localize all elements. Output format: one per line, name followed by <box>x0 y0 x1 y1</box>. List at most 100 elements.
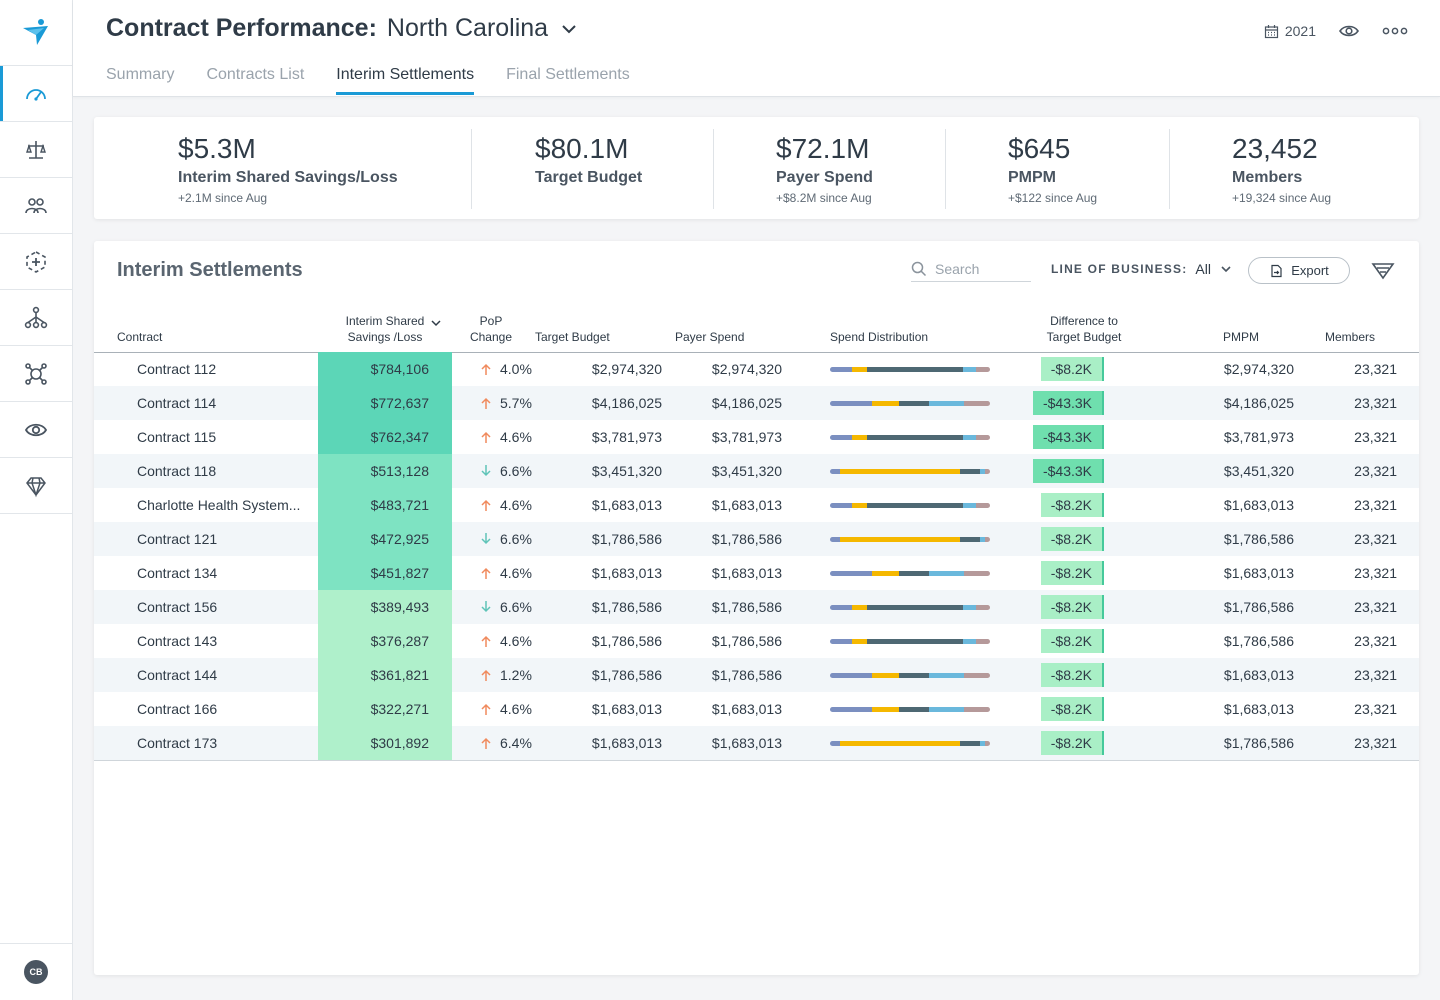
avatar[interactable]: CB <box>24 960 48 984</box>
payer-spend-cell: $3,451,320 <box>711 463 782 479</box>
contract-name[interactable]: Contract 112 <box>137 361 217 377</box>
contract-name[interactable]: Contract 114 <box>137 395 217 411</box>
more-options-icon[interactable] <box>1382 20 1408 42</box>
distribution-bar <box>830 434 990 440</box>
nav-network[interactable] <box>0 290 72 346</box>
tab-interim-settlements[interactable]: Interim Settlements <box>336 66 475 95</box>
nav-members[interactable] <box>0 178 72 234</box>
export-button[interactable]: Export <box>1248 257 1350 284</box>
user-area: CB <box>0 943 72 1000</box>
nav-quality[interactable] <box>0 458 72 514</box>
tab-summary[interactable]: Summary <box>106 66 175 83</box>
spend-distribution-bar[interactable] <box>830 386 990 420</box>
line-of-business-filter[interactable]: LINE OF BUSINESS: All <box>1051 261 1233 277</box>
col-pop-change[interactable]: PoP Change <box>469 314 513 344</box>
contract-name[interactable]: Contract 166 <box>137 701 218 717</box>
kpi-label: PMPM <box>1008 169 1056 186</box>
spend-segment <box>830 434 853 440</box>
spend-distribution-bar[interactable] <box>830 488 990 522</box>
table-row[interactable]: Charlotte Health System... $483,721 4.6% $1… <box>94 488 1419 522</box>
col-contract[interactable]: Contract <box>117 330 163 344</box>
contract-name[interactable]: Contract 143 <box>137 633 218 649</box>
pmpm-cell: $3,451,320 <box>1223 463 1294 479</box>
spend-segment <box>898 672 930 678</box>
col-target-budget[interactable]: Target Budget <box>535 330 610 344</box>
distribution-bar <box>830 672 990 678</box>
spend-distribution-bar[interactable] <box>830 624 990 658</box>
pop-change-cell: 4.6% <box>480 556 540 590</box>
contract-name[interactable]: Contract 173 <box>137 735 218 751</box>
nav-care[interactable] <box>0 234 72 290</box>
spend-distribution-bar[interactable] <box>830 522 990 556</box>
contract-name[interactable]: Contract 134 <box>137 565 218 581</box>
table-row[interactable]: Contract 166 $322,271 4.6% $1,683,013 $1,683… <box>94 692 1419 726</box>
contract-name[interactable]: Contract 115 <box>137 429 217 445</box>
difference-cell: -$8.2K <box>1024 624 1104 658</box>
search-field[interactable]: Search <box>911 257 1031 282</box>
spend-distribution-bar[interactable] <box>830 692 990 726</box>
spend-segment <box>852 502 867 508</box>
members-cell: 23,321 <box>1354 395 1397 411</box>
contract-name[interactable]: Contract 144 <box>137 667 218 683</box>
pop-change-cell: 4.6% <box>480 420 540 454</box>
spend-distribution-bar[interactable] <box>830 352 990 386</box>
payer-spend-cell: $4,186,025 <box>711 395 782 411</box>
nav-insights[interactable] <box>0 402 72 458</box>
table-row[interactable]: Contract 134 $451,827 4.6% $1,683,013 $1,683… <box>94 556 1419 590</box>
difference-cell: -$8.2K <box>1024 522 1104 556</box>
year-picker[interactable]: 2021 <box>1264 23 1316 39</box>
tab-final-settlements[interactable]: Final Settlements <box>506 66 630 83</box>
spend-distribution-bar[interactable] <box>830 556 990 590</box>
table-row[interactable]: Contract 115 $762,347 4.6% $3,781,973 $3,781… <box>94 420 1419 454</box>
spend-distribution-bar[interactable] <box>830 726 990 760</box>
table-row[interactable]: Contract 118 $513,128 6.6% $3,451,320 $3,451… <box>94 454 1419 488</box>
spend-segment <box>975 434 990 440</box>
difference-cell: -$8.2K <box>1024 658 1104 692</box>
pop-value: 4.6% <box>500 701 532 717</box>
table-row[interactable]: Contract 173 $301,892 6.4% $1,683,013 $1,683… <box>94 726 1419 760</box>
table-row[interactable]: Contract 121 $472,925 6.6% $1,786,586 $1,786… <box>94 522 1419 556</box>
table-row[interactable]: Contract 156 $389,493 6.6% $1,786,586 $1,786… <box>94 590 1419 624</box>
nav-dashboard[interactable] <box>0 66 72 122</box>
contract-name[interactable]: Contract 121 <box>137 531 218 547</box>
col-members[interactable]: Members <box>1325 330 1376 344</box>
app-logo[interactable] <box>0 0 72 66</box>
col-interim-savings[interactable]: Interim Shared Savings /Loss <box>318 313 452 345</box>
col-pmpm[interactable]: PMPM <box>1223 330 1259 344</box>
nav-analytics[interactable] <box>0 346 72 402</box>
contract-name[interactable]: Contract 118 <box>137 463 217 479</box>
members-cell: 23,321 <box>1354 735 1397 751</box>
spend-segment <box>985 468 990 474</box>
spend-distribution-bar[interactable] <box>830 454 990 488</box>
col-difference[interactable]: Difference to Target Budget <box>1046 314 1122 344</box>
contract-name[interactable]: Charlotte Health System... <box>137 497 301 513</box>
eye-icon[interactable] <box>1338 20 1360 42</box>
pmpm-cell: $1,683,013 <box>1223 667 1294 683</box>
target-budget-cell: $3,451,320 <box>591 463 662 479</box>
pmpm-cell: $3,781,973 <box>1223 429 1294 445</box>
region-selector[interactable]: North Carolina <box>386 14 549 42</box>
spend-segment <box>830 706 872 712</box>
table-row[interactable]: Contract 144 $361,821 1.2% $1,786,586 $1,786… <box>94 658 1419 692</box>
spend-distribution-bar[interactable] <box>830 420 990 454</box>
chevron-down-icon[interactable] <box>558 18 580 40</box>
pop-change-cell: 4.6% <box>480 624 540 658</box>
spend-distribution-bar[interactable] <box>830 590 990 624</box>
target-budget-cell: $3,781,973 <box>591 429 662 445</box>
contract-name[interactable]: Contract 156 <box>137 599 218 615</box>
molecule-icon <box>25 362 47 385</box>
pop-value: 4.6% <box>500 633 532 649</box>
table-row[interactable]: Contract 112 $784,106 4.0% $2,974,320 $2,974… <box>94 352 1419 386</box>
difference-badge: -$43.3K <box>1032 459 1104 483</box>
col-payer-spend[interactable]: Payer Spend <box>675 330 745 344</box>
kpi-change: +2.1M since Aug <box>178 191 268 205</box>
nav-contracts[interactable] <box>0 122 72 178</box>
tab-contracts-list[interactable]: Contracts List <box>206 66 305 83</box>
filter-icon[interactable] <box>1371 259 1395 283</box>
table-row[interactable]: Contract 143 $376,287 4.6% $1,786,586 $1,786… <box>94 624 1419 658</box>
spend-segment <box>985 740 990 746</box>
pop-change-cell: 6.4% <box>480 726 540 760</box>
col-spend-distribution[interactable]: Spend Distribution <box>830 330 929 344</box>
table-row[interactable]: Contract 114 $772,637 5.7% $4,186,025 $4,186… <box>94 386 1419 420</box>
spend-distribution-bar[interactable] <box>830 658 990 692</box>
